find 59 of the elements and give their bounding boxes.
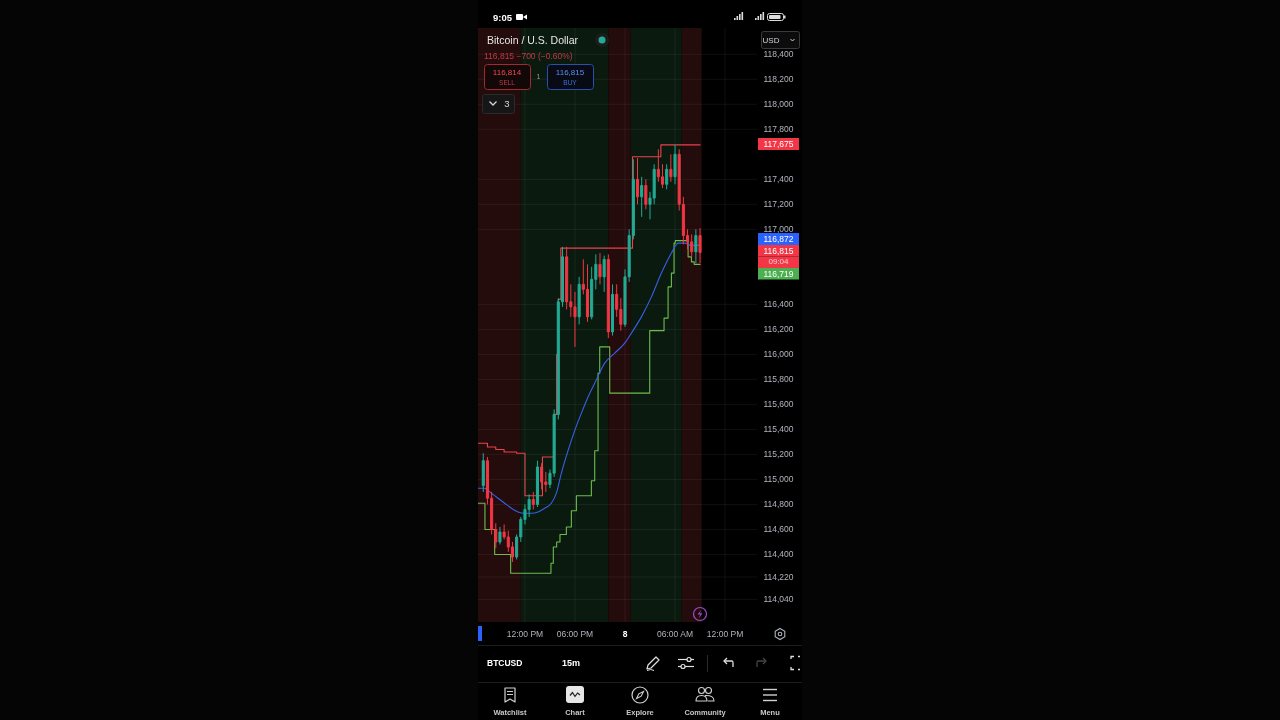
x-tick-label: 06:00 AM: [657, 629, 693, 639]
y-tick-label: 117,000: [763, 224, 794, 235]
candlestick: [669, 153, 673, 183]
y-tick-label: 116,000: [763, 349, 794, 360]
candlestick: [540, 462, 544, 490]
text: 09:04: [768, 257, 790, 266]
y-tick-label: 118,200: [763, 74, 794, 85]
annotation: 116,815: [555, 68, 585, 77]
x-tick-label: 12:00 PM: [706, 629, 744, 639]
annotation: 116,814: [492, 68, 522, 77]
y-tick-label: 115,200: [763, 449, 794, 460]
candlestick: [698, 227, 702, 264]
candlestick: [481, 452, 485, 493]
annotation: 3: [504, 98, 510, 109]
y-tick-label: 114,800: [763, 499, 794, 510]
text: 116,872: [763, 234, 794, 244]
y-tick-label: 115,600: [763, 399, 794, 410]
candlestick: [610, 283, 615, 337]
y-tick-label: 114,400: [763, 549, 794, 560]
candlestick: [665, 163, 669, 190]
y-tick-label: 115,000: [763, 474, 794, 485]
text: USD: [762, 35, 780, 45]
y-tick-label: 114,220: [763, 571, 794, 582]
y-tick-label: 116,200: [763, 324, 794, 335]
x-tick-label: 12:00 PM: [506, 629, 544, 639]
y-tick-label: 117,200: [763, 199, 794, 210]
text: 117,675: [763, 139, 794, 149]
candlestick: [606, 253, 610, 339]
x-tick-label: 8: [622, 629, 628, 639]
text: 9:05: [493, 11, 513, 23]
y-tick-label: 118,000: [763, 99, 794, 110]
text: Bitcoin / U.S. Dollar: [487, 34, 579, 46]
candlestick: [673, 144, 677, 185]
text: 116,815 −700 (−0.60%): [484, 51, 573, 61]
candlestick: [640, 176, 644, 218]
candlestick: [535, 460, 540, 508]
text: 116,815: [763, 245, 794, 256]
y-tick-label: 118,400: [763, 49, 794, 60]
x-tick-label: 06:00 PM: [556, 629, 594, 639]
text: BTCUSD: [487, 658, 523, 668]
y-tick-label: 117,800: [763, 124, 794, 135]
text: 116,719: [763, 268, 794, 279]
candlestick: [602, 255, 606, 293]
y-tick-label: 114,600: [763, 524, 794, 535]
y-tick-label: 117,400: [763, 174, 794, 185]
candlestick: [531, 491, 535, 510]
candlestick: [694, 228, 698, 264]
y-tick-label: 115,400: [763, 424, 794, 435]
y-tick-label: 114,040: [763, 594, 794, 605]
candlestick: [635, 157, 640, 205]
candlestick: [585, 263, 590, 323]
candlestick: [577, 276, 581, 325]
candlestick: [690, 233, 694, 258]
y-tick-label: 116,400: [763, 299, 794, 310]
candlestick: [498, 526, 502, 545]
candlestick: [644, 178, 648, 210]
candlestick: [598, 252, 602, 285]
y-tick-label: 115,800: [763, 374, 794, 385]
text: 15m: [561, 658, 581, 668]
